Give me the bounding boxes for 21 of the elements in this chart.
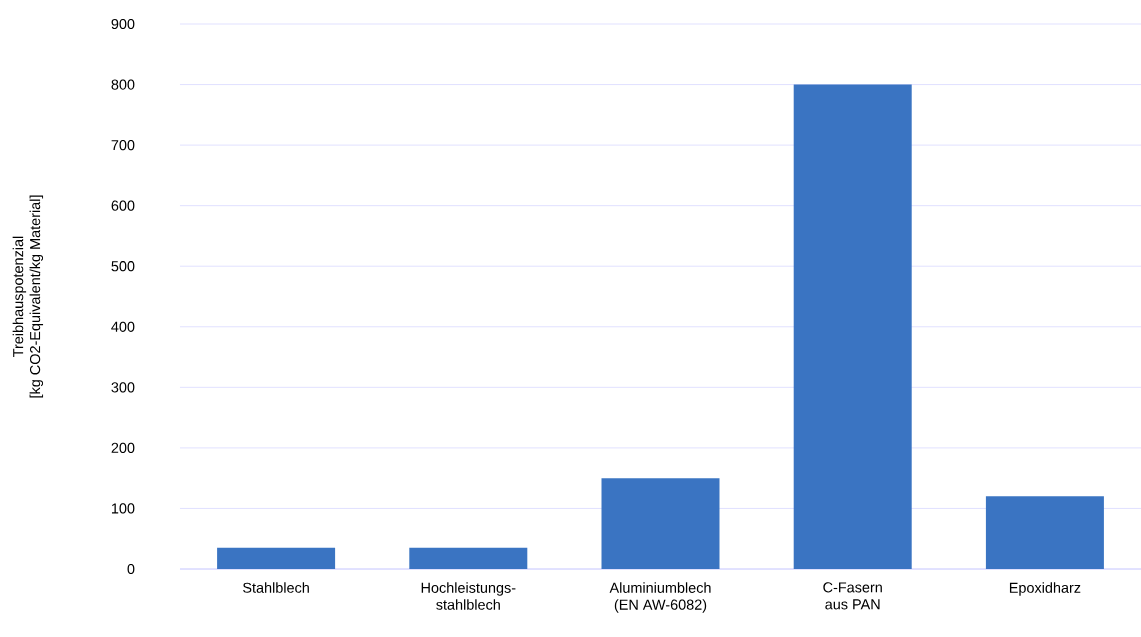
bar <box>793 84 912 569</box>
y-tick-label: 900 <box>111 18 135 30</box>
y-tick-label: 100 <box>111 503 135 514</box>
y-tick-label: 300 <box>111 382 135 393</box>
y-axis-title: Treibhauspotenzial [kg CO2-Equivalent/kg Material] <box>12 195 44 398</box>
bar <box>985 496 1104 569</box>
y-tick-label: 500 <box>111 261 135 272</box>
y-tick-label: 200 <box>111 442 135 453</box>
x-tick-label: Aluminiumblech (EN AW-6082) <box>609 582 711 613</box>
y-tick-label: 0 <box>127 563 135 575</box>
bar <box>217 547 336 569</box>
y-tick-label: 700 <box>111 139 135 151</box>
x-tick-label: C-Fasern aus PAN <box>823 582 882 610</box>
y-tick-label: 400 <box>111 321 135 332</box>
x-tick-label: Epoxidharz <box>1009 582 1081 596</box>
y-tick-label: 600 <box>111 200 135 211</box>
x-tick-label: Stahlblech <box>243 582 309 593</box>
bar <box>409 547 528 569</box>
x-tick-label: Hochleistungs- stahlblech <box>421 582 516 610</box>
y-tick-label: 800 <box>111 79 135 90</box>
bar <box>601 478 720 569</box>
